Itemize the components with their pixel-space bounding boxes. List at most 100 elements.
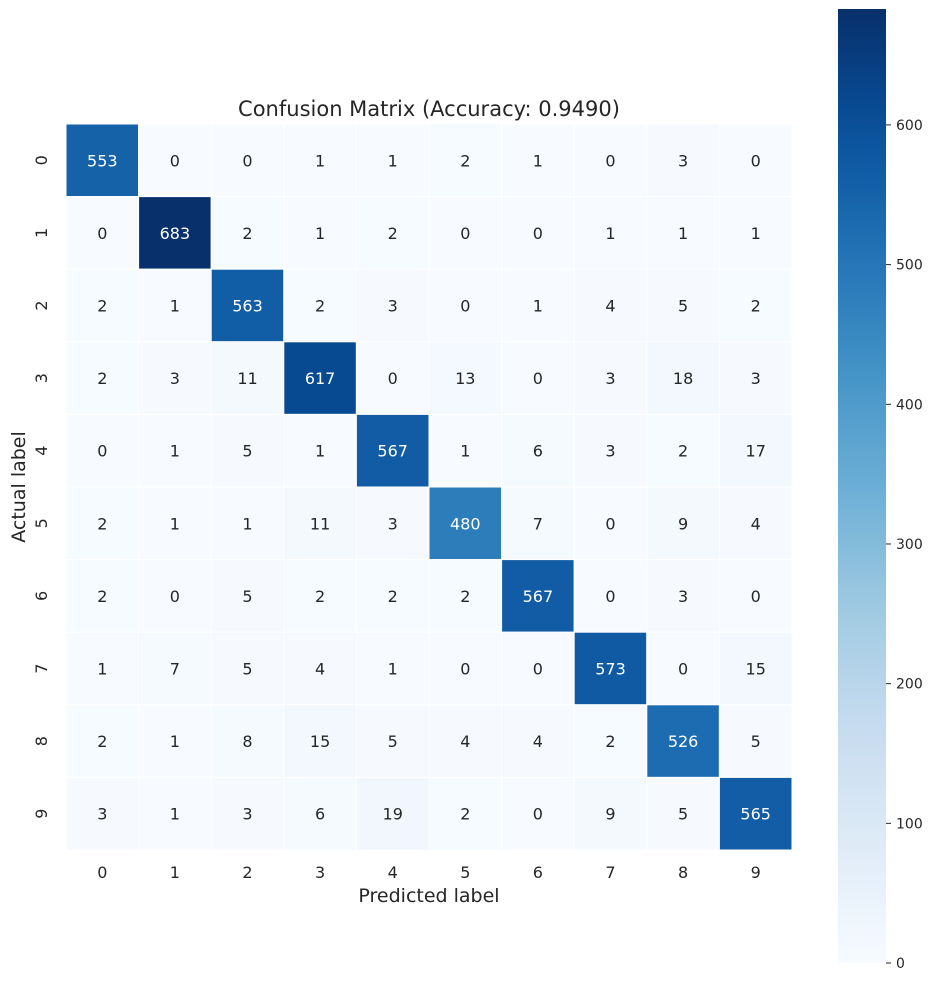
heatmap-cell <box>718 123 793 198</box>
cell-value-label: 7 <box>170 660 180 679</box>
colorbar: 0 100 200 300 400 500 600 <box>838 9 923 972</box>
y-axis-label: Actual label <box>8 431 30 543</box>
cell-value-label: 5 <box>751 732 761 751</box>
heatmap-cell <box>718 559 793 633</box>
heatmap-cell <box>355 631 430 706</box>
heatmap-cell <box>210 413 285 488</box>
cell-value-label: 2 <box>315 587 325 606</box>
cell-value-label: 5 <box>678 297 688 316</box>
heatmap-cell <box>718 704 793 778</box>
heatmap-cell <box>65 559 140 633</box>
cell-value-label: 1 <box>388 660 398 679</box>
chart-title: Confusion Matrix (Accuracy: 0.9490) <box>238 97 620 121</box>
heatmap-cell <box>355 341 430 415</box>
cell-value-label: 1 <box>170 732 180 751</box>
cell-value-label: 2 <box>460 805 470 824</box>
heatmap-cell <box>355 486 430 561</box>
cell-value-label: 567 <box>377 442 408 461</box>
heatmap-cell <box>646 341 720 415</box>
heatmap-cell <box>428 123 503 198</box>
heatmap-cell <box>283 123 357 198</box>
x-tick-label: 3 <box>315 863 325 882</box>
cell-value-label: 1 <box>315 442 325 461</box>
cell-value-label: 480 <box>450 514 481 533</box>
cell-value-label: 2 <box>97 587 107 606</box>
heatmap-cell <box>355 268 430 343</box>
heatmap-cell <box>573 631 648 706</box>
heatmap-cell <box>138 268 212 343</box>
heatmap-cell <box>501 704 575 778</box>
heatmap-cell <box>283 559 357 633</box>
heatmap-cell <box>65 268 140 343</box>
cell-value-label: 2 <box>97 732 107 751</box>
cell-value-label: 17 <box>746 442 766 461</box>
heatmap-cell <box>718 776 793 851</box>
heatmap-cell <box>355 123 430 198</box>
heatmap-cells: 553 0 0 1 1 2 1 0 3 00 683 2 1 2 0 0 1 1 12 1 563 2 3 0 1 4 5 22 3 11… <box>65 123 793 851</box>
heatmap-cell <box>501 776 575 851</box>
cell-value-label: 3 <box>388 514 398 533</box>
y-tick-label: 4 <box>32 446 51 456</box>
heatmap-cell <box>355 413 430 488</box>
cell-value-label: 5 <box>242 660 252 679</box>
cell-value-label: 9 <box>605 805 615 824</box>
y-tick-label: 1 <box>32 228 51 238</box>
heatmap-cell <box>718 341 793 415</box>
cell-value-label: 2 <box>460 151 470 170</box>
heatmap-cell <box>428 776 503 851</box>
colorbar-tick-label: 600 <box>896 118 923 134</box>
cell-value-label: 573 <box>595 660 626 679</box>
cell-value-label: 1 <box>605 224 615 243</box>
heatmap-cell <box>573 341 648 415</box>
heatmap-cell <box>428 196 503 270</box>
cell-value-label: 1 <box>242 514 252 533</box>
colorbar-tick-label: 500 <box>896 258 923 274</box>
heatmap-cell <box>718 196 793 270</box>
heatmap-cell <box>283 631 357 706</box>
cell-value-label: 4 <box>533 732 543 751</box>
cell-value-label: 0 <box>170 151 180 170</box>
y-tick-label: 9 <box>32 809 51 819</box>
cell-value-label: 0 <box>605 151 615 170</box>
x-tick-label: 4 <box>388 863 398 882</box>
cell-value-label: 0 <box>170 587 180 606</box>
cell-value-label: 18 <box>673 369 693 388</box>
x-tick-label: 7 <box>605 863 615 882</box>
cell-value-label: 0 <box>751 151 761 170</box>
cell-value-label: 5 <box>388 732 398 751</box>
cell-value-label: 5 <box>242 587 252 606</box>
cell-value-label: 0 <box>460 297 470 316</box>
cell-value-label: 1 <box>533 151 543 170</box>
heatmap-cell <box>646 413 720 488</box>
cell-value-label: 0 <box>97 224 107 243</box>
cell-value-label: 1 <box>460 442 470 461</box>
heatmap-cell <box>646 559 720 633</box>
cell-value-label: 3 <box>605 442 615 461</box>
cell-value-label: 4 <box>605 297 615 316</box>
cell-value-label: 0 <box>751 587 761 606</box>
heatmap-cell <box>138 704 212 778</box>
cell-value-label: 3 <box>678 587 688 606</box>
y-axis-ticks: 0 1 2 3 4 5 6 7 8 9 <box>32 155 51 819</box>
heatmap-cell <box>210 704 285 778</box>
cell-value-label: 617 <box>305 369 336 388</box>
heatmap-cell <box>501 341 575 415</box>
cell-value-label: 1 <box>533 297 543 316</box>
cell-value-label: 567 <box>523 587 554 606</box>
y-tick-label: 7 <box>32 663 51 673</box>
cell-value-label: 0 <box>605 514 615 533</box>
heatmap-cell <box>646 196 720 270</box>
x-axis-ticks: 0 1 2 3 4 5 6 7 8 9 <box>97 863 761 882</box>
x-tick-label: 8 <box>678 863 688 882</box>
colorbar-gradient <box>838 9 886 963</box>
colorbar-tick-label: 300 <box>896 537 923 553</box>
heatmap-cell <box>283 704 357 778</box>
cell-value-label: 1 <box>315 224 325 243</box>
cell-value-label: 1 <box>751 224 761 243</box>
cell-value-label: 0 <box>97 442 107 461</box>
heatmap-cell <box>65 486 140 561</box>
heatmap-cell <box>65 776 140 851</box>
heatmap-cell <box>573 123 648 198</box>
cell-value-label: 0 <box>460 224 470 243</box>
x-tick-label: 1 <box>170 863 180 882</box>
